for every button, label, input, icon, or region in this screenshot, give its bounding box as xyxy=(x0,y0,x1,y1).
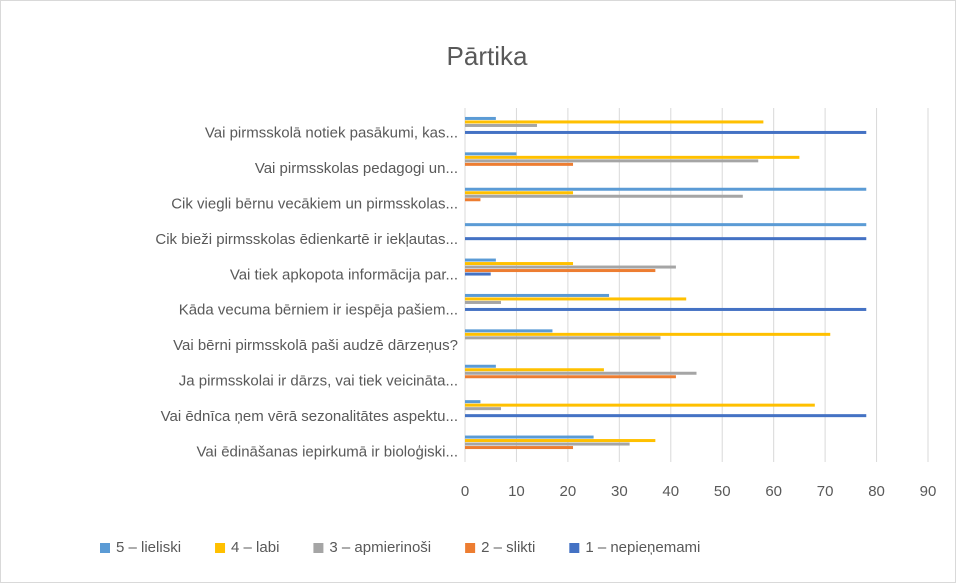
y-tick-label: Vai pirmsskolas pedagogi un... xyxy=(255,160,458,177)
x-tick-label: 80 xyxy=(868,483,885,500)
y-tick-label: Vai pirmsskolā notiek pasākumi, kas... xyxy=(205,125,458,142)
x-tick-label: 20 xyxy=(560,483,577,500)
y-tick-label: Kāda vecuma bērniem ir iespēja pašiem... xyxy=(179,302,458,319)
bar xyxy=(465,300,502,304)
y-tick-label: Cik viegli bērnu vecākiem un pirmsskolas… xyxy=(171,195,458,212)
bar xyxy=(465,439,656,443)
legend-swatch xyxy=(465,543,476,553)
y-tick-label: Vai tiek apkopota informācija par... xyxy=(230,266,458,283)
bar xyxy=(465,414,867,418)
legend-swatch xyxy=(215,543,226,553)
y-tick-label: Vai ēdināšanas iepirkumā ir bioloģiski..… xyxy=(196,443,458,460)
bar xyxy=(465,265,676,269)
bar xyxy=(465,293,610,297)
y-tick-label: Vai bērni pirmsskolā paši audzē dārzeņus… xyxy=(173,337,458,354)
bar xyxy=(465,297,687,301)
x-tick-label: 90 xyxy=(920,483,937,500)
bar xyxy=(465,187,867,191)
x-tick-label: 40 xyxy=(662,483,679,500)
chart-title: Pārtika xyxy=(447,41,528,71)
bar xyxy=(465,116,496,120)
bar xyxy=(465,191,574,195)
legend-swatch xyxy=(313,543,324,553)
bar xyxy=(465,123,538,127)
y-tick-label: Cik bieži pirmsskolas ēdienkartē ir iekļ… xyxy=(155,231,458,248)
bar xyxy=(465,364,496,368)
bar xyxy=(465,403,815,407)
bar xyxy=(465,194,743,198)
bar xyxy=(465,407,502,411)
legend-label: 1 – nepieņemami xyxy=(585,539,700,556)
legend-label: 5 – lieliski xyxy=(116,539,181,556)
bar xyxy=(465,442,630,446)
bar xyxy=(465,375,676,379)
bar xyxy=(465,446,574,450)
legend-swatch xyxy=(100,543,110,553)
y-tick-label: Ja pirmsskolai ir dārzs, vai tiek veicin… xyxy=(179,372,458,389)
bar xyxy=(465,130,867,134)
bar xyxy=(465,159,759,163)
x-tick-label: 10 xyxy=(508,483,525,500)
bar xyxy=(465,262,574,266)
x-tick-label: 70 xyxy=(817,483,834,500)
bar xyxy=(465,162,574,166)
bar xyxy=(465,400,481,404)
x-tick-label: 0 xyxy=(461,483,469,500)
bar xyxy=(465,120,764,124)
bar xyxy=(465,198,481,202)
y-tick-label: Vai ēdnīca ņem vērā sezonalitātes aspekt… xyxy=(161,408,458,425)
bar xyxy=(465,332,831,336)
bar xyxy=(465,269,656,273)
legend-label: 2 – slikti xyxy=(481,539,535,556)
x-tick-label: 30 xyxy=(611,483,628,500)
bar xyxy=(465,307,867,311)
legend-swatch xyxy=(569,543,580,553)
bar xyxy=(465,329,553,333)
bar xyxy=(465,435,594,439)
bar xyxy=(465,152,517,156)
x-tick-label: 50 xyxy=(714,483,731,500)
bar xyxy=(465,371,697,375)
bar xyxy=(465,336,661,340)
bar xyxy=(465,272,491,276)
bar xyxy=(465,237,867,241)
legend-label: 4 – labi xyxy=(231,539,279,556)
x-tick-label: 60 xyxy=(765,483,782,500)
bar xyxy=(465,155,800,159)
bar xyxy=(465,258,496,262)
legend-label: 3 – apmierinoši xyxy=(329,539,431,556)
bar xyxy=(465,368,604,372)
bar xyxy=(465,223,867,227)
